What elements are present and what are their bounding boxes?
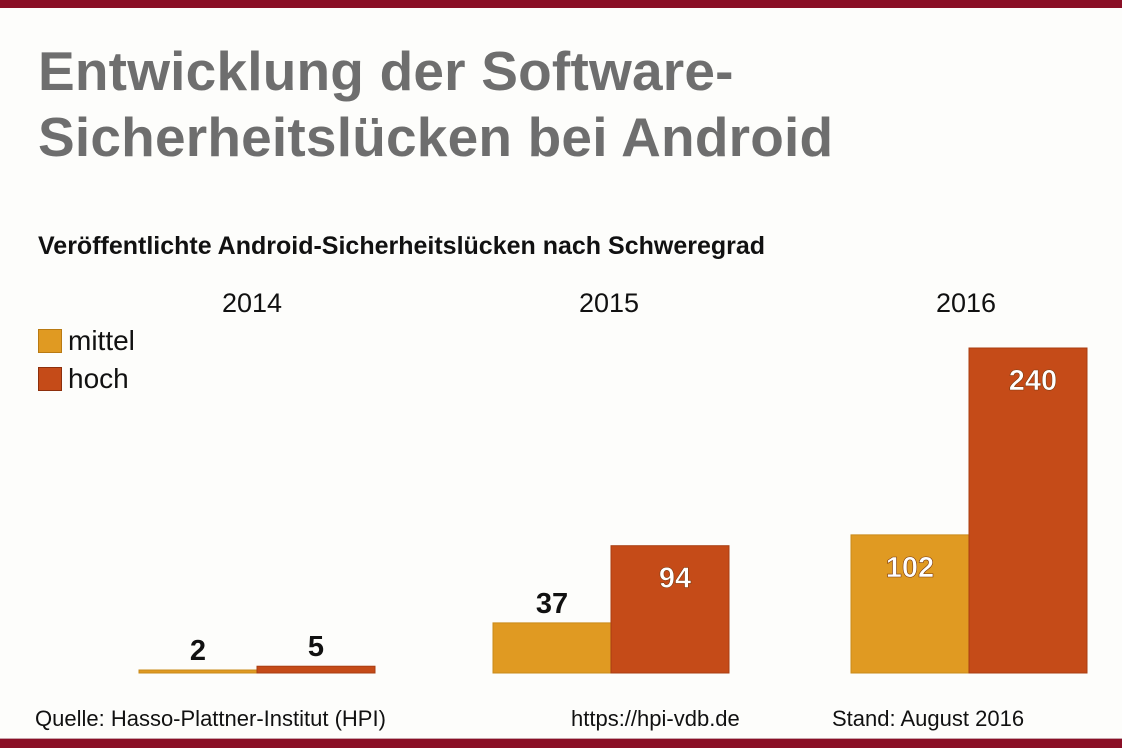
bar-mittel-2016 [850,534,970,674]
data-label-hoch-2015: 94 [659,563,691,595]
bar-hoch-2016 [968,347,1088,674]
bar-hoch-2015 [610,545,730,674]
bottom-border [0,738,1122,748]
data-label-mittel-2016: 102 [886,552,934,584]
legend-label-mittel: mittel [68,325,135,356]
data-label-mittel-2014: 2 [190,635,206,667]
category-label-2016: 2016 [936,288,996,318]
category-label-2014: 2014 [222,288,282,318]
source-note: Quelle: Hasso-Plattner-Institut (HPI) [35,706,386,731]
bar-hoch-2014 [256,665,376,674]
bar-mittel-2014 [138,669,258,674]
title-line-1: Entwicklung der Software- [38,40,734,102]
legend-swatch-hoch [38,367,62,391]
source-url: https://hpi-vdb.de [571,706,740,731]
legend-label-hoch: hoch [68,363,129,394]
chart-title: Veröffentlichte Android-Sicherheitslücke… [38,232,766,260]
bar-mittel-2015 [492,622,612,674]
data-label-hoch-2016: 240 [1009,365,1057,397]
top-border [0,0,1122,8]
legend-item-hoch: hoch [38,360,135,398]
legend-swatch-mittel [38,329,62,353]
data-label-mittel-2015: 37 [536,588,568,620]
title-line-2: Sicherheitslücken bei Android [38,106,834,168]
date-note: Stand: August 2016 [832,706,1025,731]
legend-item-mittel: mittel [38,322,135,360]
category-label-2015: 2015 [579,288,639,318]
data-label-hoch-2014: 5 [308,631,324,663]
page-title: Entwicklung der Software- Sicherheitslüc… [38,38,833,170]
legend: mittel hoch [38,322,135,398]
